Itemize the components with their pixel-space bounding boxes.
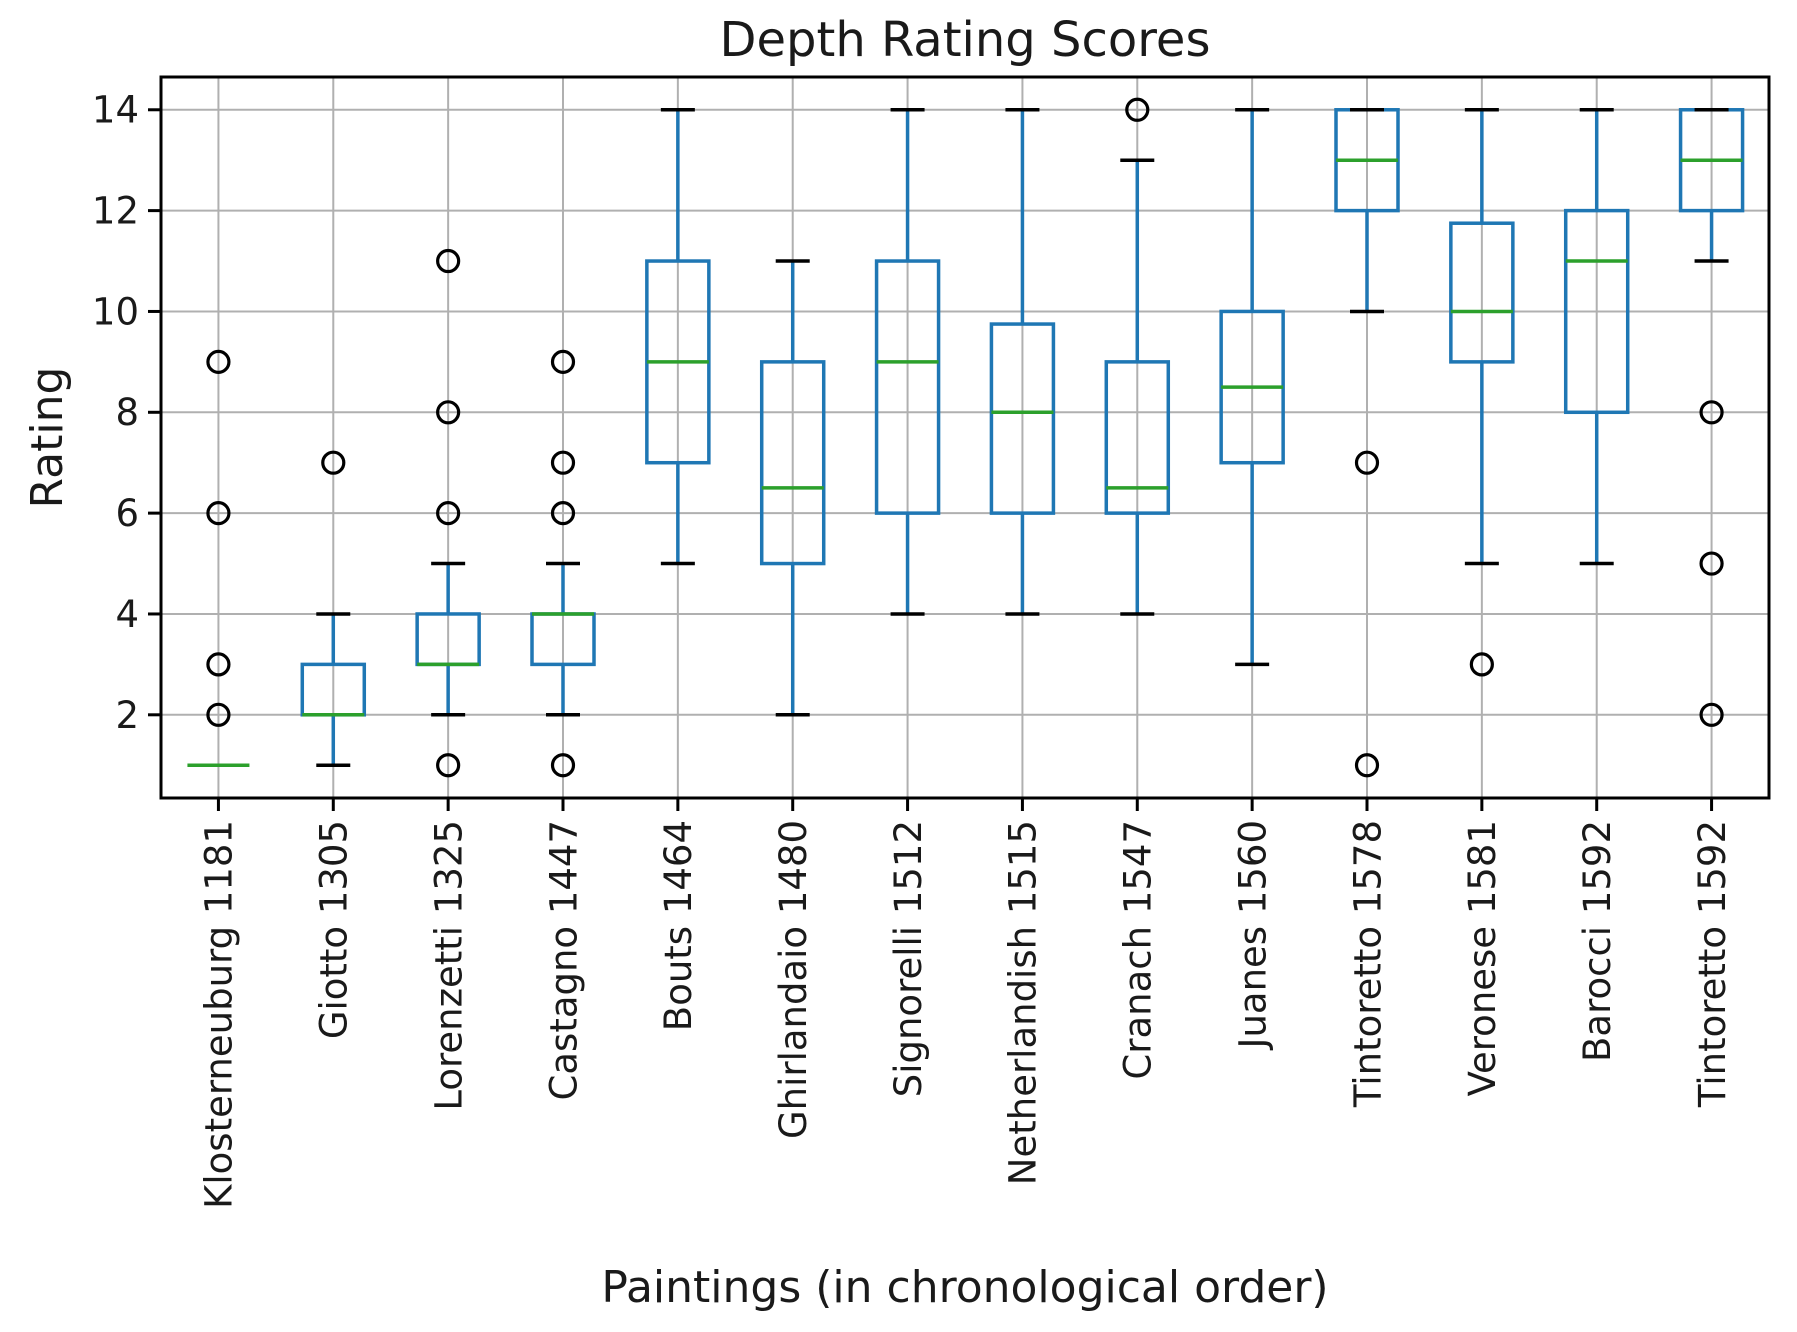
outlier-point [206, 652, 231, 677]
outlier-point [1699, 702, 1724, 727]
outlier-point [550, 349, 576, 374]
x-tick-label: Barocci 1592 [1576, 820, 1619, 1062]
x-tick-label: Giotto 1305 [313, 820, 356, 1039]
box-and-whiskers [1678, 108, 1745, 727]
axes-spines [159, 75, 1771, 800]
y-axis: 2 4 6 8 10 12 14 [92, 89, 161, 737]
x-axis-label: Paintings (in chronological order) [601, 1262, 1328, 1313]
box [759, 360, 826, 566]
box-and-whiskers [874, 108, 941, 616]
x-axis: Klosterneuburg 1181 Giotto 1305 Lorenzetti… [198, 798, 1734, 1209]
y-tick-label: 14 [92, 89, 139, 132]
outlier-point [1699, 551, 1724, 576]
outlier-point [321, 450, 346, 475]
x-tick-label: Klosterneuburg 1181 [198, 820, 241, 1209]
outlier-point [206, 349, 231, 374]
x-tick-label: Netherlandish 1515 [1002, 820, 1045, 1185]
outlier-point [1125, 97, 1150, 122]
outlier-point [1354, 753, 1380, 778]
box-and-whiskers [989, 108, 1056, 616]
box-and-whiskers [1219, 108, 1285, 667]
x-tick-label: Veronese 1581 [1461, 820, 1504, 1096]
y-tick-label: 12 [92, 190, 139, 233]
outlier-point [1699, 400, 1724, 425]
box-and-whiskers [300, 450, 367, 767]
box [874, 259, 941, 515]
box-and-whiskers [1334, 108, 1400, 778]
outlier-point [436, 753, 461, 778]
box-and-whiskers [1104, 97, 1171, 616]
box-and-whiskers [645, 108, 711, 566]
outlier-point [550, 501, 576, 526]
y-tick-label: 4 [115, 593, 139, 636]
x-tick-label: Castagno 1447 [542, 820, 585, 1100]
x-tick-label: Lorenzetti 1325 [427, 820, 470, 1111]
outlier-point [1354, 450, 1380, 475]
outlier-point [436, 501, 461, 526]
y-tick-label: 8 [115, 391, 139, 434]
y-tick-label: 10 [92, 290, 139, 333]
outlier-point [1469, 652, 1494, 677]
outlier-point [436, 400, 461, 425]
box-and-whiskers [1563, 108, 1630, 566]
box [989, 322, 1056, 515]
box-and-whiskers [415, 248, 481, 778]
outlier-point [206, 501, 231, 526]
box [1563, 208, 1630, 415]
x-tick-label: Juanes 1560 [1231, 820, 1274, 1050]
x-tick-label: Bouts 1464 [657, 820, 700, 1031]
x-tick-label: Signorelli 1512 [887, 820, 930, 1097]
outlier-point [550, 450, 576, 475]
x-tick-label: Tintoretto 1578 [1346, 820, 1389, 1108]
box-and-whiskers [759, 259, 826, 717]
x-tick-label: Ghirlandaio 1480 [772, 820, 815, 1139]
y-tick-label: 6 [115, 492, 139, 535]
outlier-point [550, 753, 576, 778]
box-and-whiskers [530, 349, 596, 778]
x-tick-label: Cranach 1547 [1117, 820, 1160, 1080]
box-and-whiskers [187, 349, 250, 767]
outlier-point [206, 702, 231, 727]
plot-title: Depth Rating Scores [720, 12, 1211, 68]
box [1104, 360, 1171, 515]
outlier-point [436, 248, 461, 274]
y-axis-label: Rating [22, 367, 73, 509]
y-tick-label: 2 [115, 694, 139, 737]
x-tick-label: Tintoretto 1592 [1691, 820, 1734, 1108]
box [1449, 221, 1515, 364]
box-and-whiskers [1449, 108, 1515, 677]
